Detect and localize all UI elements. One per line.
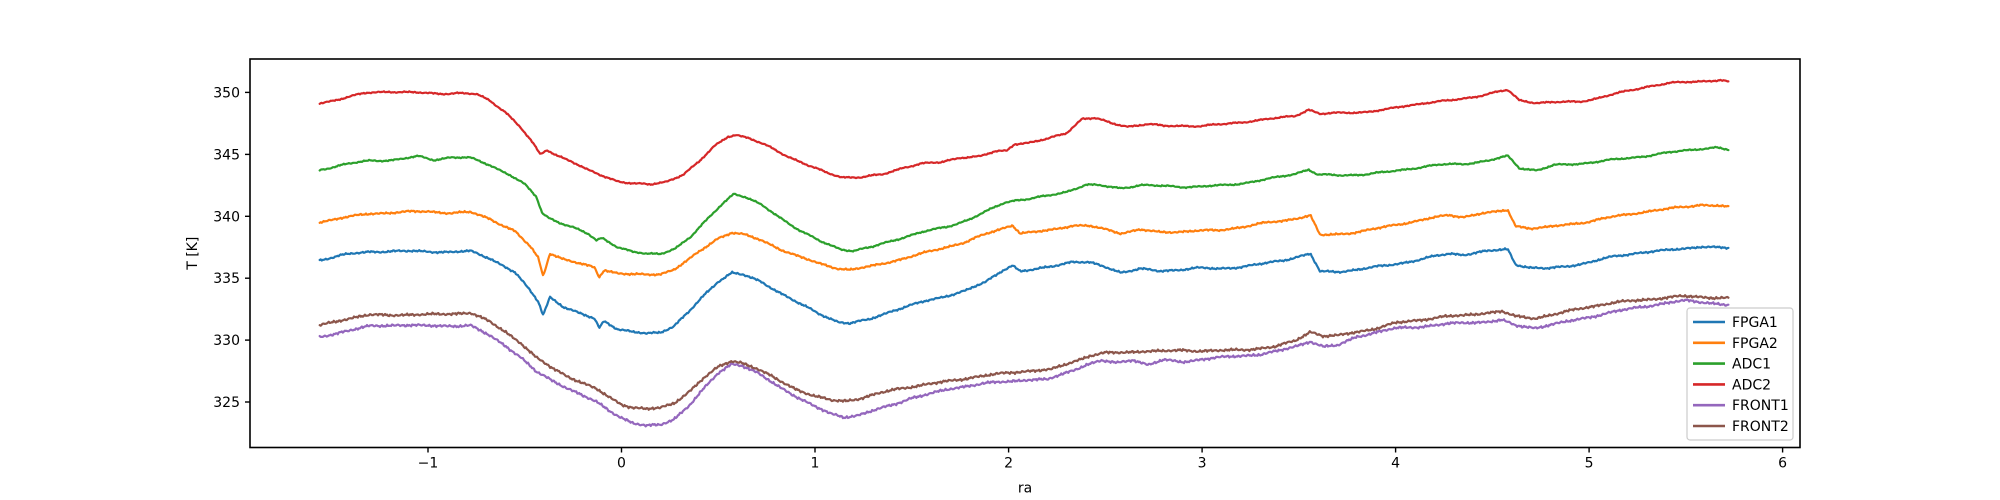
y-tick-label: 335 [213,271,240,287]
y-tick-label: 330 [213,333,240,349]
x-tick-label: 4 [1391,456,1400,472]
y-tick-label: 350 [213,85,240,101]
y-axis-ticks: 325 330 335 340 345 350 [213,85,250,411]
x-tick-label: 1 [811,456,820,472]
x-tick-label: 0 [617,456,626,472]
x-tick-label: 2 [1004,456,1013,472]
legend-label: FRONT1 [1732,398,1789,414]
x-tick-label: −1 [418,456,439,472]
series-line-FPGA1 [318,245,1730,335]
x-tick-label: 6 [1778,456,1787,472]
legend-label: ADC2 [1732,377,1771,393]
y-tick-label: 345 [213,147,240,163]
series-line-FRONT2 [318,294,1730,411]
series-line-FRONT1 [318,298,1730,428]
legend-label: FPGA2 [1732,336,1778,352]
series-line-ADC2 [318,78,1730,186]
plot-border [249,58,1801,449]
x-tick-label: 3 [1198,456,1207,472]
legend-label: ADC1 [1732,357,1771,373]
series-line-ADC1 [318,145,1730,256]
series-line-FPGA2 [318,203,1730,279]
legend-label: FPGA1 [1732,315,1778,331]
y-axis-label: T [K] [185,237,201,271]
y-tick-label: 325 [213,395,240,411]
x-tick-label: 5 [1585,456,1594,472]
legend-frame [1686,307,1794,441]
y-tick-label: 340 [213,209,240,225]
legend: FPGA1 FPGA2 ADC1 ADC2 FRONT1 FRONT2 [1686,307,1794,441]
series-lines [318,78,1730,428]
legend-label: FRONT2 [1732,419,1789,435]
x-axis-ticks: −1 0 1 2 3 4 5 6 [418,447,1787,472]
x-axis-label: ra [1018,481,1032,497]
